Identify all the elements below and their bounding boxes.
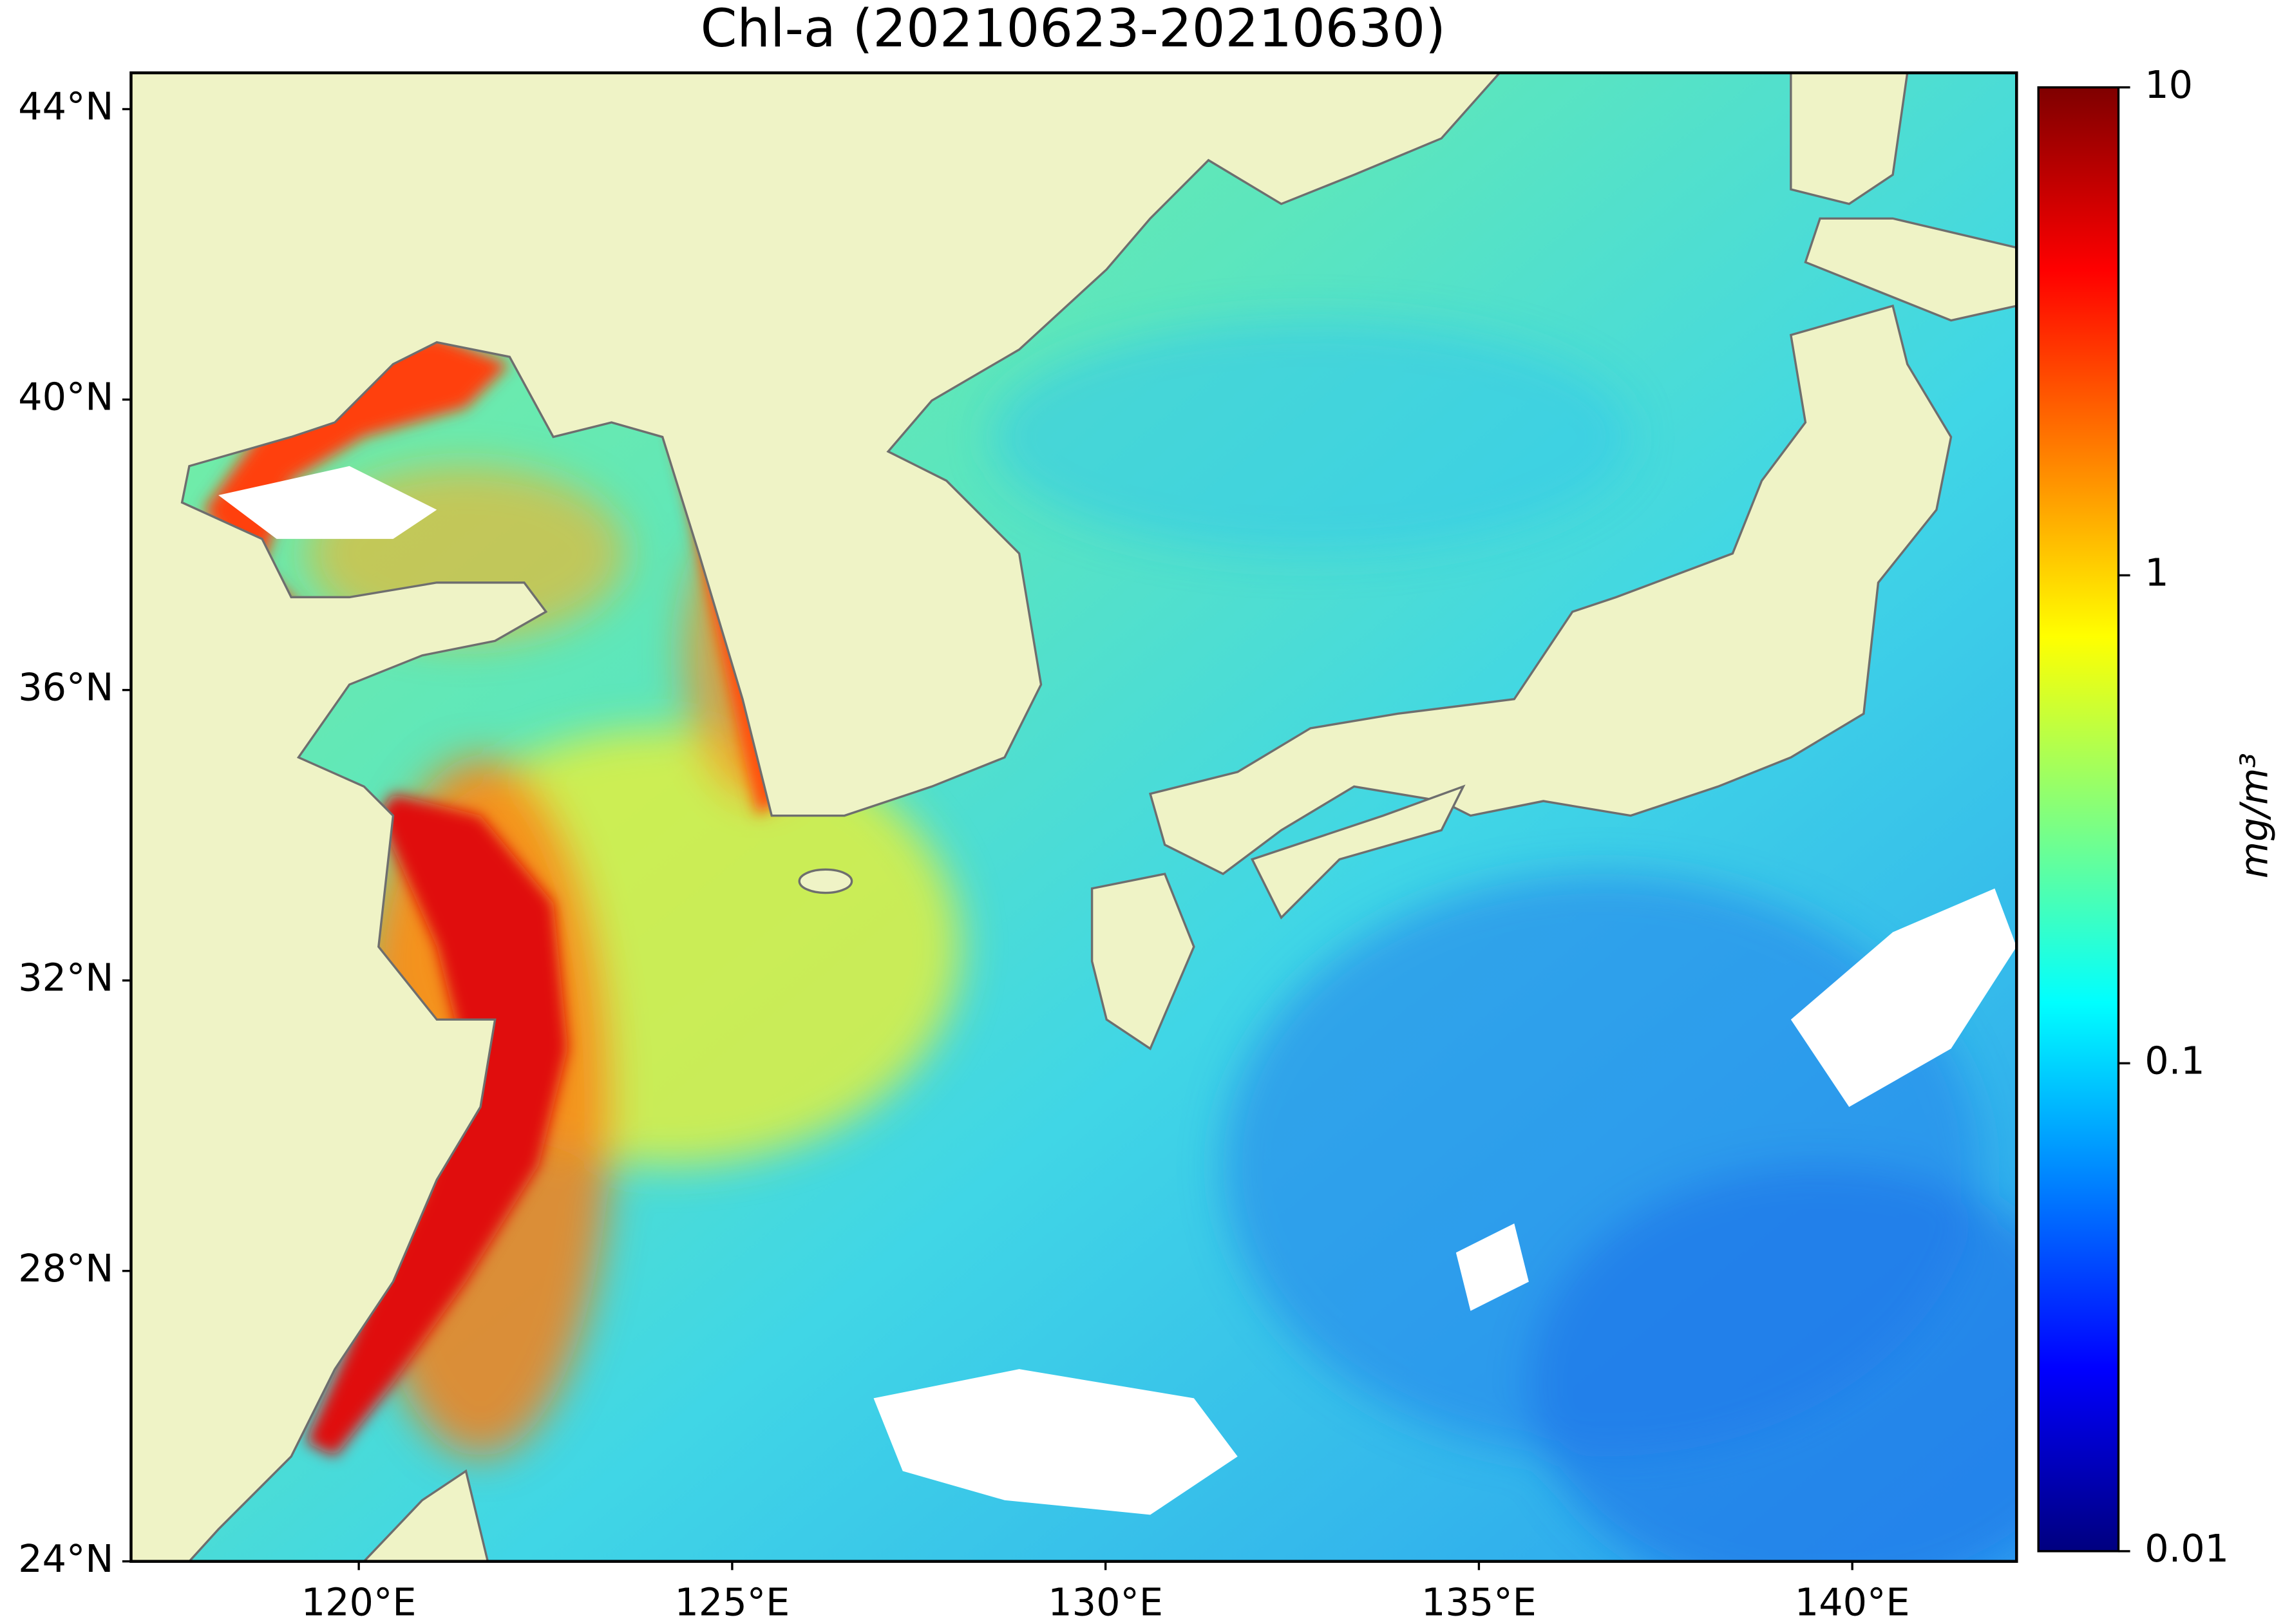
land-shikoku bbox=[1250, 784, 1466, 920]
land-sakhalin bbox=[1790, 73, 1909, 205]
lon-tick-label: 125°E bbox=[675, 1580, 790, 1624]
lon-tick-label: 135°E bbox=[1421, 1580, 1537, 1624]
colorbar-tick-label: 10 bbox=[2145, 62, 2193, 107]
land-taiwan bbox=[362, 1469, 489, 1562]
colorbar-label: mg/m³ bbox=[2231, 753, 2276, 878]
lat-tick-label: 24°N bbox=[18, 1536, 113, 1581]
lon-tick-label: 140°E bbox=[1795, 1580, 1910, 1624]
land-hokkaido bbox=[1804, 217, 2017, 322]
map-title: Chl-a (20210623-20210630) bbox=[701, 0, 1446, 59]
colorbar-tick-label: 0.01 bbox=[2145, 1526, 2229, 1571]
colorbar bbox=[2037, 86, 2120, 1553]
lat-tick-label: 44°N bbox=[18, 84, 113, 129]
colorbar-tick-label: 0.1 bbox=[2145, 1038, 2204, 1082]
land-kyushu bbox=[1090, 873, 1195, 1051]
chl-patterns bbox=[305, 320, 2017, 1562]
land-asia bbox=[131, 73, 1501, 1562]
land-jeju bbox=[798, 868, 853, 894]
cloud-gaps bbox=[218, 466, 2017, 1515]
lon-tick-label: 130°E bbox=[1048, 1580, 1163, 1624]
colorbar-tick-label: 1 bbox=[2145, 551, 2168, 595]
lat-tick-label: 32°N bbox=[18, 956, 113, 1000]
lat-tick-label: 40°N bbox=[18, 375, 113, 419]
map-frame bbox=[129, 71, 2018, 1563]
lon-tick-label: 120°E bbox=[301, 1580, 417, 1624]
land-honshu bbox=[1148, 304, 1953, 876]
lat-tick-label: 36°N bbox=[18, 665, 113, 710]
map-area bbox=[131, 73, 2017, 1562]
lat-tick-label: 28°N bbox=[18, 1246, 113, 1290]
